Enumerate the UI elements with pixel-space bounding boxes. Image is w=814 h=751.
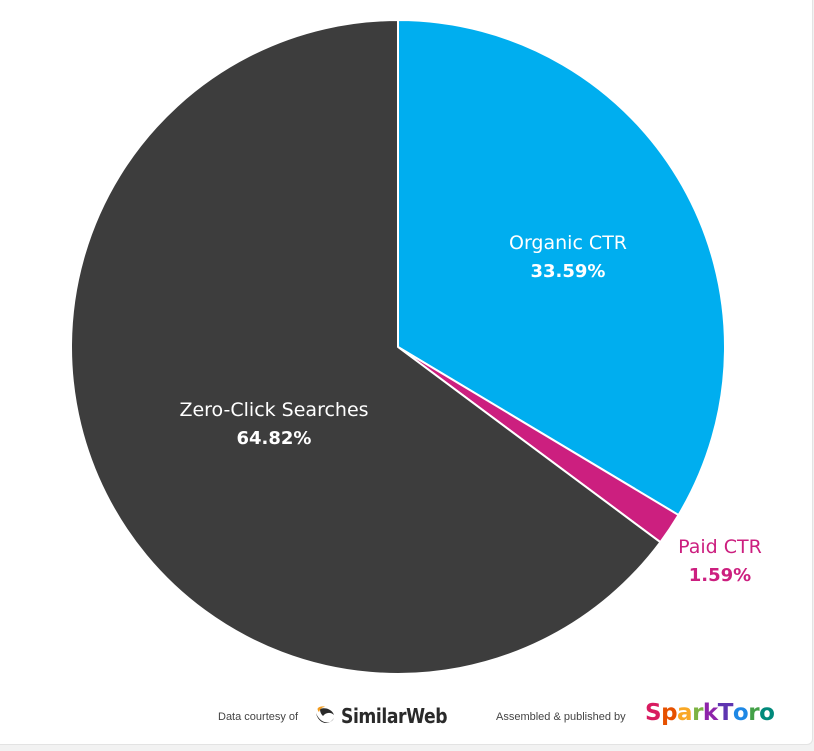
slice-label: Zero-Click Searches (179, 399, 368, 421)
pie-labels: Organic CTR 33.59% Paid CTR 1.59% Zero-Click… (179, 232, 761, 586)
sparktoro-logo-letter: k (702, 700, 718, 726)
slice-label: Paid CTR (678, 536, 762, 558)
slice-label: Organic CTR (509, 232, 627, 254)
sparktoro-logo-letter: r (748, 700, 760, 726)
sparktoro-logo-letter: T (717, 700, 734, 726)
pie-slice-organic-ctr (397, 19, 726, 517)
sparktoro-logo-letter: S (645, 700, 662, 726)
similarweb-icon (316, 706, 334, 724)
sparktoro-logo-letter: p (661, 700, 678, 726)
publisher-prefix: Assembled & published by (496, 711, 626, 723)
similarweb-logo-text: SimilarWeb (341, 704, 448, 728)
similarweb-logo: SimilarWeb (313, 702, 464, 730)
pie-slice-zero-click-searches (70, 19, 662, 675)
data-credit-prefix: Data courtesy of (218, 711, 299, 723)
slice-value-label: 64.82% (237, 428, 312, 449)
slice-value-label: 1.59% (689, 565, 751, 586)
sparktoro-logo-letter: o (732, 700, 749, 726)
sparktoro-logo-letter: r (692, 700, 703, 726)
sparktoro-logo-letter: a (677, 700, 693, 726)
chart-footer: Data courtesy of SimilarWeb Assembled & … (0, 694, 812, 738)
pie-chart: Organic CTR 33.59% Paid CTR 1.59% Zero-Click… (70, 19, 762, 675)
sparktoro-logo-letter: o (759, 700, 775, 726)
sparktoro-logo: SparkToro (645, 700, 775, 726)
pie-slices (70, 19, 726, 675)
slice-value-label: 33.59% (531, 261, 606, 282)
